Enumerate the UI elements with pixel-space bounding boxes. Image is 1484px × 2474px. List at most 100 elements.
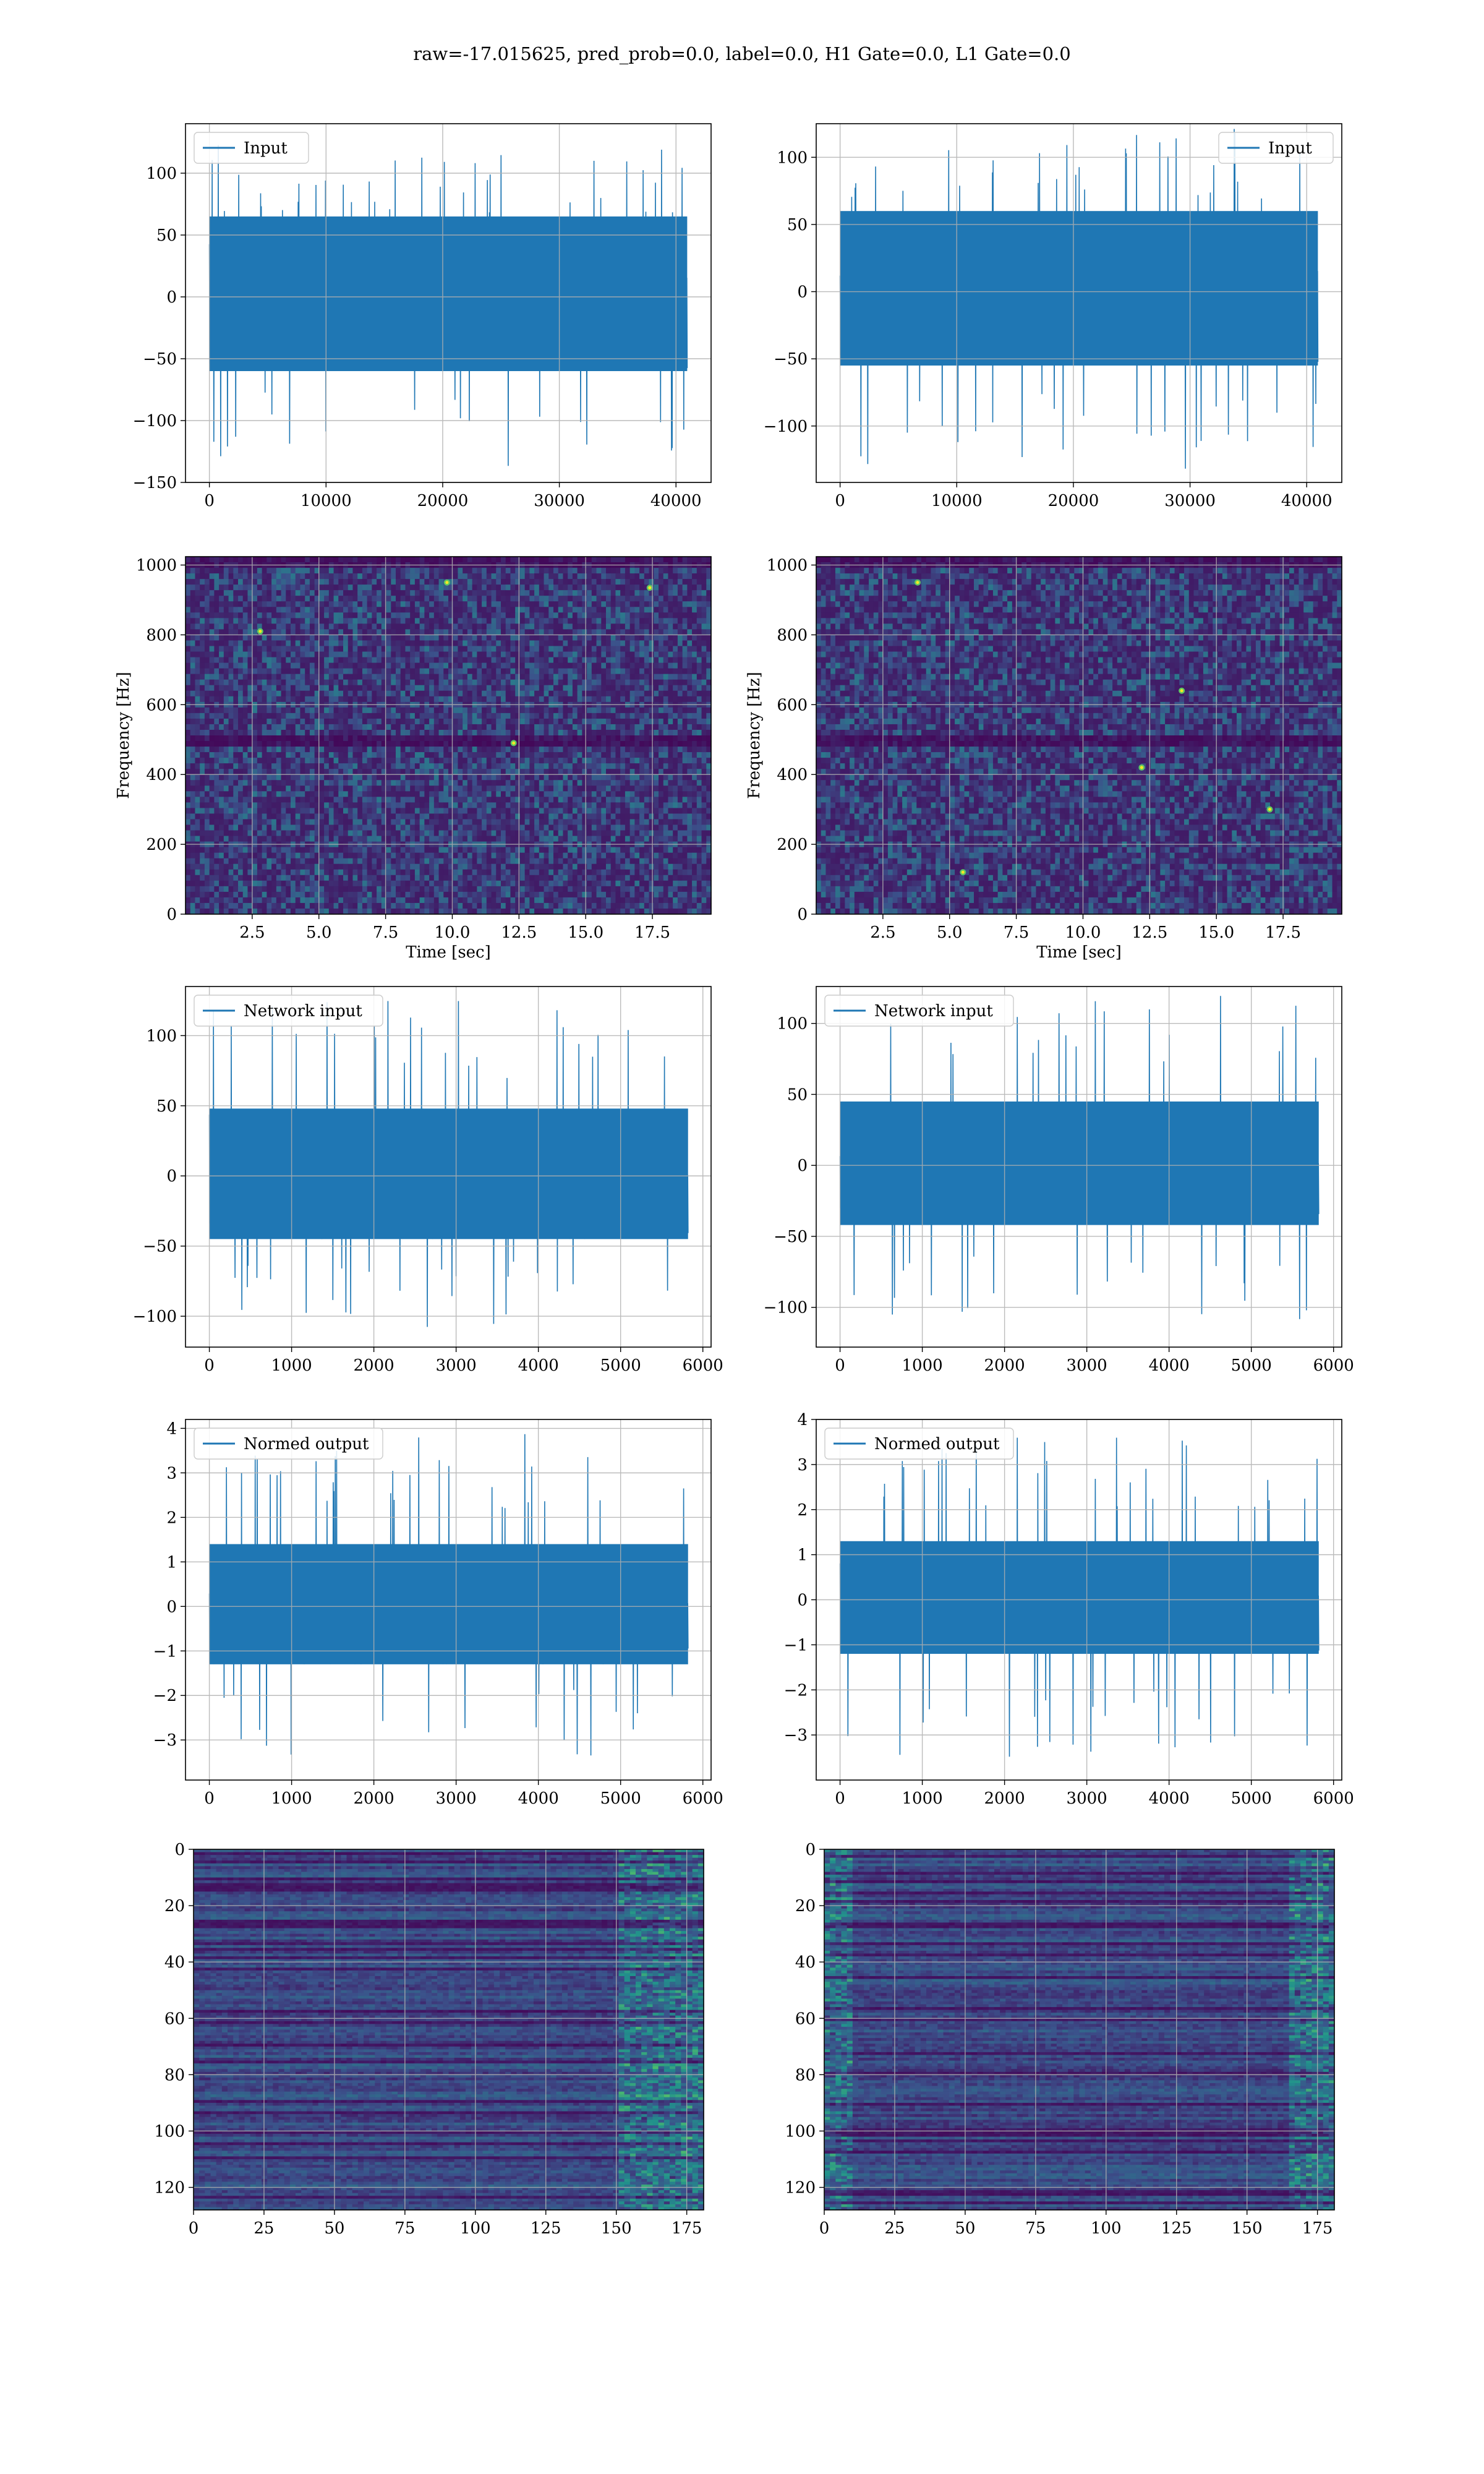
y-tick-label: 60 — [795, 2010, 816, 2028]
y-tick-label: 100 — [146, 165, 177, 183]
x-tick-label: 0 — [204, 1789, 215, 1808]
x-tick-label: 15.0 — [1198, 923, 1234, 942]
x-tick-label: 150 — [1232, 2219, 1263, 2238]
y-tick-label: 400 — [146, 766, 177, 784]
figure-title: raw=-17.015625, pred_prob=0.0, label=0.0… — [0, 43, 1484, 64]
y-tick-label: −1 — [784, 1636, 808, 1654]
y-tick-label: 2 — [166, 1509, 177, 1527]
y-tick-label: 50 — [156, 226, 177, 245]
y-tick-label: 600 — [777, 696, 808, 714]
x-tick-label: 15.0 — [568, 923, 603, 942]
x-tick-label: 2000 — [984, 1356, 1025, 1375]
x-axis-label: Time [sec] — [406, 943, 491, 962]
y-tick-label: 100 — [785, 2122, 816, 2141]
y-tick-label: −50 — [143, 1238, 177, 1256]
x-tick-label: 175 — [672, 2219, 702, 2238]
heatmap-cells — [824, 1849, 1335, 2211]
y-tick-label: 3 — [166, 1464, 177, 1483]
panel-input-l1: 0 10000 20000 30000 40000 −100 −50 0 50 100 Input — [764, 123, 1342, 510]
y-tick-label: −100 — [764, 417, 808, 436]
x-tick-label: 2000 — [354, 1356, 394, 1375]
x-tick-label: 100 — [1091, 2219, 1122, 2238]
x-tick-label: 6000 — [1313, 1356, 1354, 1375]
y-tick-label: 100 — [154, 2122, 185, 2141]
panel-feature-map-h1: 0 25 50 75 100 125 150 175 0 20 40 60 80 100 120 — [154, 1841, 704, 2238]
axes-frame — [816, 123, 1342, 483]
x-tick-label: 5000 — [1231, 1789, 1272, 1808]
x-tick-label: 3000 — [436, 1356, 477, 1375]
grid-lines — [816, 1419, 1342, 1780]
y-tick-label: −100 — [764, 1299, 808, 1317]
y-tick-label: 0 — [166, 1598, 177, 1616]
grid-lines — [186, 987, 711, 1347]
legend: Normed output — [824, 1427, 1014, 1460]
x-tick-label: 30000 — [1164, 492, 1216, 510]
y-tick-label: −50 — [143, 350, 177, 369]
series-dense-band — [209, 1544, 688, 1664]
heatmap-cells — [186, 557, 712, 915]
x-tick-label: 0 — [204, 1356, 215, 1375]
x-tick-label: 4000 — [1149, 1356, 1190, 1375]
y-tick-label: 0 — [166, 288, 177, 307]
x-tick-label: 2000 — [984, 1789, 1025, 1808]
legend-label: Network input — [874, 1002, 993, 1021]
x-tick-label: 1000 — [902, 1789, 943, 1808]
y-tick-label: 200 — [777, 836, 808, 854]
x-tick-label: 75 — [394, 2219, 415, 2238]
y-tick-label: 0 — [166, 1167, 177, 1186]
heatmap-cells — [816, 557, 1342, 915]
y-tick-label: 120 — [154, 2179, 185, 2198]
y-tick-label: 600 — [146, 696, 177, 714]
y-tick-label: −50 — [774, 1228, 808, 1246]
y-tick-label: 100 — [777, 148, 808, 167]
y-tick-label: 40 — [164, 1953, 185, 1972]
y-tick-label: 50 — [787, 1085, 808, 1104]
x-tick-label: 40000 — [650, 492, 702, 510]
y-tick-label: 0 — [166, 905, 177, 924]
x-tick-label: 0 — [835, 492, 845, 510]
x-tick-label: 6000 — [683, 1789, 723, 1808]
y-tick-label: −2 — [784, 1681, 808, 1700]
panel-network-input-l1: 0 1000 2000 3000 4000 5000 6000 −100 −50 0 50 100 Ne… — [764, 986, 1354, 1375]
x-tick-label: 17.5 — [634, 923, 670, 942]
panel-input-h1: 0 10000 20000 30000 40000 −150 −100 −50 0 50 100 In… — [133, 123, 712, 510]
x-tick-label: 125 — [531, 2219, 561, 2238]
y-tick-label: 20 — [795, 1897, 816, 1915]
x-tick-label: 25 — [254, 2219, 274, 2238]
legend-label: Input — [244, 139, 288, 158]
y-tick-label: 120 — [785, 2179, 816, 2198]
x-tick-label: 4000 — [518, 1356, 559, 1375]
x-tick-label: 10000 — [301, 492, 352, 510]
axes-frame — [824, 1849, 1335, 2211]
series-dense-band — [840, 1101, 1319, 1225]
y-tick-label: 400 — [777, 766, 808, 784]
x-tick-label: 3000 — [1067, 1356, 1107, 1375]
axes-frame — [816, 556, 1342, 915]
panel-spectrogram-l1: 2.5 5.0 7.5 10.0 12.5 15.0 17.5 0 200 400 600 800 10… — [745, 556, 1342, 962]
axes-frame — [185, 986, 712, 1348]
y-tick-label: −3 — [153, 1731, 177, 1750]
panel-spectrogram-h1: 2.5 5.0 7.5 10.0 12.5 15.0 17.5 0 200 400 600 800 10… — [114, 556, 712, 962]
y-tick-label: 60 — [164, 2010, 185, 2028]
x-tick-label: 1000 — [271, 1789, 312, 1808]
legend-label: Input — [1268, 139, 1312, 158]
series-dense-band — [840, 211, 1318, 366]
y-tick-label: −100 — [133, 1308, 177, 1326]
x-tick-label: 1000 — [902, 1356, 943, 1375]
y-tick-label: 0 — [797, 1591, 808, 1610]
x-tick-label: 4000 — [518, 1789, 559, 1808]
x-tick-label: 4000 — [1149, 1789, 1190, 1808]
x-tick-label: 7.5 — [1004, 923, 1029, 942]
x-tick-label: 25 — [884, 2219, 905, 2238]
y-tick-label: 3 — [797, 1456, 808, 1475]
x-tick-label: 30000 — [534, 492, 585, 510]
y-tick-label: 80 — [795, 2066, 816, 2084]
y-tick-label: 0 — [797, 1157, 808, 1175]
y-tick-label: −1 — [153, 1642, 177, 1661]
y-tick-label: 1000 — [136, 557, 177, 575]
y-tick-label: −3 — [784, 1726, 808, 1745]
series-dense-band — [209, 1108, 688, 1239]
y-axis-label: Frequency [Hz] — [745, 672, 764, 799]
legend: Network input — [824, 995, 1014, 1027]
x-tick-label: 10000 — [931, 492, 983, 510]
